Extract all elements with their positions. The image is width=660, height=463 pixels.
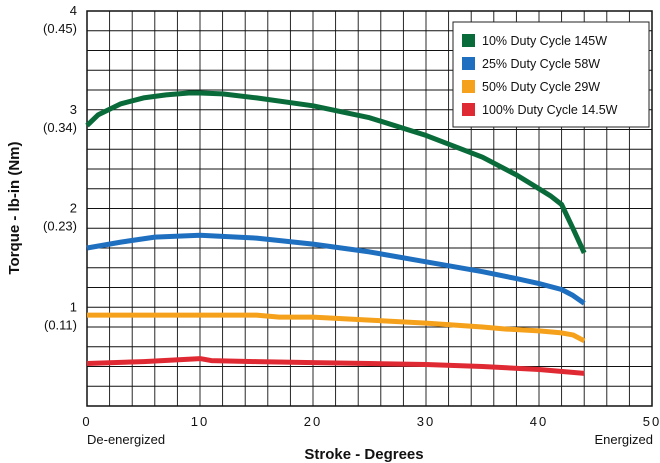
legend: 10% Duty Cycle 145W 25% Duty Cycle 58W 50%… (452, 21, 650, 128)
x-tick-label: 20 (304, 414, 322, 429)
axis-ticks: 0 10 20 30 40 50 1 (0.11) 2 (0.23) 3 (0.34) 4 (0.45) (43, 3, 660, 429)
y-tick-sublabel: (0.45) (43, 21, 77, 36)
y-tick-label: 2 (70, 201, 77, 216)
series-line-3 (87, 312, 586, 344)
x-tick-label: 0 (82, 414, 91, 429)
x-tick-label: 40 (530, 414, 548, 429)
y-tick-label: 4 (70, 3, 77, 18)
x-end-label-right: Energized (594, 432, 653, 447)
series-line-1 (85, 90, 587, 254)
x-end-label-left: De-energized (87, 432, 165, 447)
y-tick-sublabel: (0.34) (43, 120, 77, 135)
y-tick-sublabel: (0.23) (43, 219, 77, 234)
legend-label: 10% Duty Cycle 145W (482, 34, 607, 48)
x-tick-label: 50 (643, 414, 660, 429)
legend-label: 100% Duty Cycle 14.5W (482, 103, 618, 117)
legend-label: 25% Duty Cycle 58W (482, 57, 600, 71)
legend-swatch (462, 80, 475, 93)
x-tick-label: 30 (417, 414, 435, 429)
y-tick-sublabel: (0.11) (44, 317, 77, 332)
series-line-2 (86, 232, 586, 306)
y-tick-label: 1 (70, 299, 77, 314)
legend-swatch (462, 34, 475, 47)
legend-swatch (462, 103, 475, 116)
legend-box (452, 21, 650, 128)
series-lines (85, 90, 587, 376)
series-line-4 (86, 356, 585, 376)
y-axis-title: Torque - lb-in (Nm) (6, 141, 23, 274)
legend-label: 50% Duty Cycle 29W (482, 80, 600, 94)
x-tick-label: 10 (191, 414, 209, 429)
y-tick-label: 3 (70, 102, 77, 117)
x-axis-title: Stroke - Degrees (304, 446, 423, 463)
legend-swatch (462, 57, 475, 70)
